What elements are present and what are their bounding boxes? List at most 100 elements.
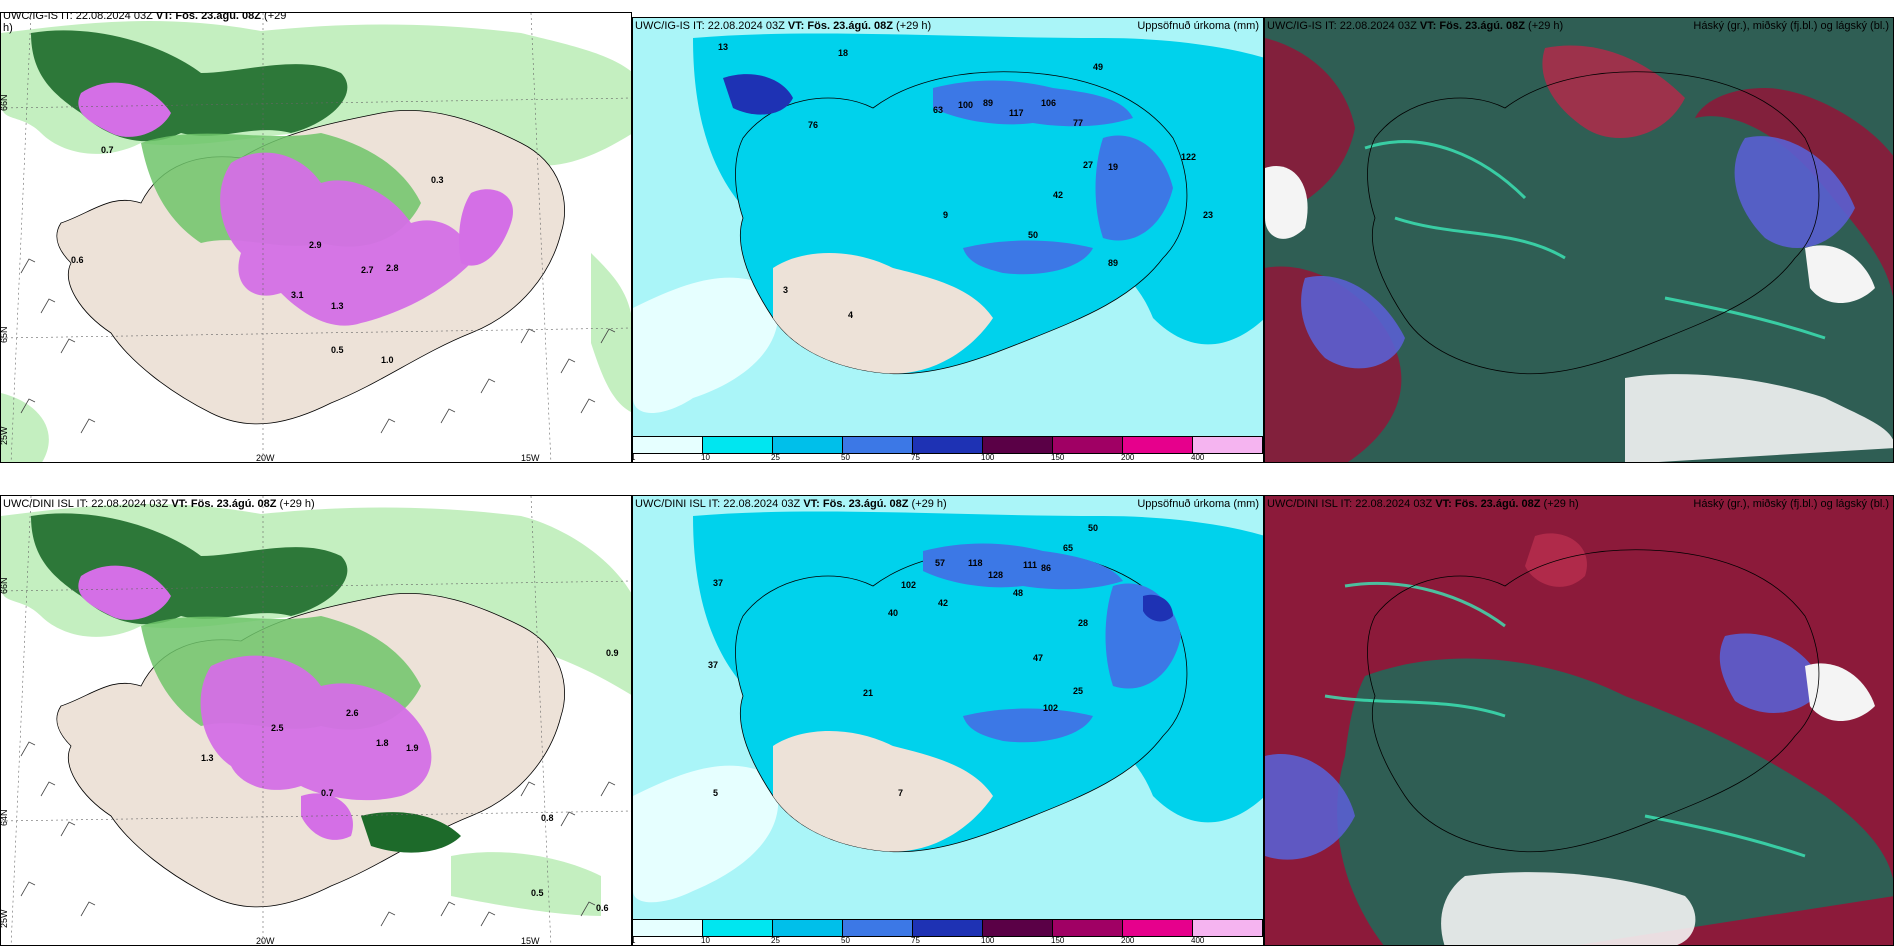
precip-values: 13 18 49 63 100 89 117 106 77 122 76 27 … [718, 42, 1213, 320]
title-lead: (+29 h) [908, 498, 947, 510]
value-label: 50 [1088, 523, 1098, 533]
title-model-init: UWC/IG-IS IT: 22.08.2024 03Z [3, 12, 156, 22]
title-lead: (+29 h) [1540, 498, 1579, 510]
cloud-mid-blue [1734, 136, 1855, 248]
value-label: 86 [1041, 563, 1051, 573]
value-label: 1.8 [376, 738, 389, 748]
precip-darkblue-east [1143, 594, 1173, 622]
colorbar-tick-label: 400 [1191, 453, 1205, 462]
cloud-low-white-east [1805, 245, 1875, 303]
precip-dark-green-south [361, 812, 461, 853]
value-label: 2.5 [271, 723, 284, 733]
precip-values: 50 65 86 102 57 118 128 111 48 42 40 28 … [708, 523, 1098, 798]
precip-magenta-core [220, 152, 471, 326]
value-label: 1.9 [406, 743, 419, 753]
map-canvas: 2.9 3.1 2.7 2.8 1.3 0.7 0.6 1.0 0.5 0.3 … [1, 13, 631, 463]
value-label: 1.3 [331, 301, 344, 311]
value-label: 65 [1063, 543, 1073, 553]
panel-bottom-middle-dini-accumulated: 50 65 86 102 57 118 128 111 48 42 40 28 … [632, 495, 1264, 946]
colorbar-swatch [1123, 920, 1193, 936]
precip-magenta-west [78, 82, 171, 137]
title-lead-cont: h) [3, 22, 13, 34]
colorbar-tick-label: 200 [1121, 453, 1135, 462]
cloud-mid-blue-west [1265, 754, 1355, 860]
colorbar-swatch [983, 920, 1053, 936]
precip-green-light-east [591, 253, 631, 412]
colorbar-swatch [913, 437, 983, 453]
value-label: 122 [1181, 152, 1196, 162]
precip-blue-southeast [963, 240, 1093, 275]
value-label: 37 [708, 660, 718, 670]
value-label: 42 [1053, 190, 1063, 200]
colorbar-tick-label: 1 [633, 936, 635, 945]
panel-field-label: Háský (gr.), miðský (fj.bl.) og lágský (… [1693, 20, 1889, 32]
value-label: 128 [988, 570, 1003, 580]
panel-field-label: Uppsöfnuð úrkoma (mm) [1137, 498, 1259, 510]
title-model-init: UWC/DINI ISL IT: 22.08.2024 03Z [1267, 498, 1436, 510]
value-label: 106 [1041, 98, 1056, 108]
dry-area-south [773, 731, 993, 852]
cloud-high-red-north [1542, 45, 1685, 138]
value-label: 2.9 [309, 240, 322, 250]
iceland-outline [1367, 549, 1820, 853]
value-label: 28 [1078, 618, 1088, 628]
title-model-init: UWC/DINI ISL IT: 22.08.2024 03Z [635, 498, 804, 510]
title-lead: (+29 h) [892, 20, 932, 32]
colorbar-swatch [1053, 920, 1123, 936]
value-label: 2.7 [361, 265, 374, 275]
lon-label: 25W [1, 909, 9, 928]
value-label: 57 [935, 558, 945, 568]
cloud-high-red-north [1525, 533, 1587, 587]
panel-title: UWC/IG-IS IT: 22.08.2024 03Z VT: Fös. 23… [1267, 20, 1563, 32]
title-valid-time: VT: Fös. 23.ágú. 08Z [803, 498, 909, 510]
precip-blue-southeast [963, 708, 1093, 743]
lat-label: 66N [1, 577, 9, 594]
title-model-init: UWC/IG-IS IT: 22.08.2024 03Z [635, 20, 788, 32]
map-canvas [1265, 18, 1893, 462]
cloud-low-white-east [1805, 663, 1875, 721]
value-label: 1.3 [201, 753, 214, 763]
panel-bottom-right-dini-clouds: UWC/DINI ISL IT: 22.08.2024 03Z VT: Fös.… [1264, 495, 1894, 946]
cloud-dark-green-center [1337, 658, 1893, 945]
title-valid-time: VT: Fös. 23.ágú. 08Z [171, 498, 277, 510]
colorbar-tick-label: 150 [1051, 453, 1065, 462]
value-label: 27 [1083, 160, 1093, 170]
lon-label: 20W [256, 453, 275, 463]
wind-barbs [20, 258, 616, 434]
value-label: 23 [1203, 210, 1213, 220]
colorbar-swatch [1193, 437, 1263, 453]
iceland-outline [1367, 71, 1820, 375]
map-canvas: 2.5 2.6 1.8 1.9 0.7 1.3 0.9 0.8 0.5 0.6 … [1, 496, 631, 946]
value-label: 3 [783, 285, 788, 295]
precip-blue-band-north [933, 80, 1133, 127]
value-label: 102 [901, 580, 916, 590]
lon-label: 25W [1, 426, 9, 445]
value-label: 2.8 [386, 263, 399, 273]
precip-blue-east [1095, 135, 1173, 241]
value-label: 118 [968, 558, 983, 568]
value-label: 13 [718, 42, 728, 52]
colorbar-swatch [983, 437, 1053, 453]
colorbar-swatch [773, 920, 843, 936]
cloud-low-white-south [1625, 374, 1893, 462]
panel-title: UWC/DINI ISL IT: 22.08.2024 03Z VT: Fös.… [1267, 498, 1579, 510]
panel-field-label: Háský (gr.), miðský (fj.bl.) og lágský (… [1693, 498, 1889, 510]
precip-magenta-core [200, 655, 432, 801]
lon-label: 15W [521, 936, 540, 946]
cloud-low-white [1265, 166, 1308, 239]
colorbar-swatch [773, 437, 843, 453]
value-label: 0.5 [331, 345, 344, 355]
value-label: 100 [958, 100, 973, 110]
colorbar-tick-label: 1 [633, 453, 635, 462]
dry-area-south [773, 253, 993, 374]
precip-blue-band-north [923, 543, 1123, 590]
title-lead: (+29 h) [276, 498, 315, 510]
value-label: 7 [898, 788, 903, 798]
panel-title: UWC/DINI ISL IT: 22.08.2024 03Z VT: Fös.… [3, 498, 315, 510]
value-label: 18 [838, 48, 848, 58]
value-label: 0.7 [101, 145, 114, 155]
precip-colorbar: 1 10 25 50 75 100 150 200 400 [633, 436, 1263, 462]
map-canvas: 13 18 49 63 100 89 117 106 77 122 76 27 … [633, 18, 1263, 438]
panel-title: UWC/DINI ISL IT: 22.08.2024 03Z VT: Fös.… [635, 498, 947, 510]
value-label: 0.9 [606, 648, 619, 658]
